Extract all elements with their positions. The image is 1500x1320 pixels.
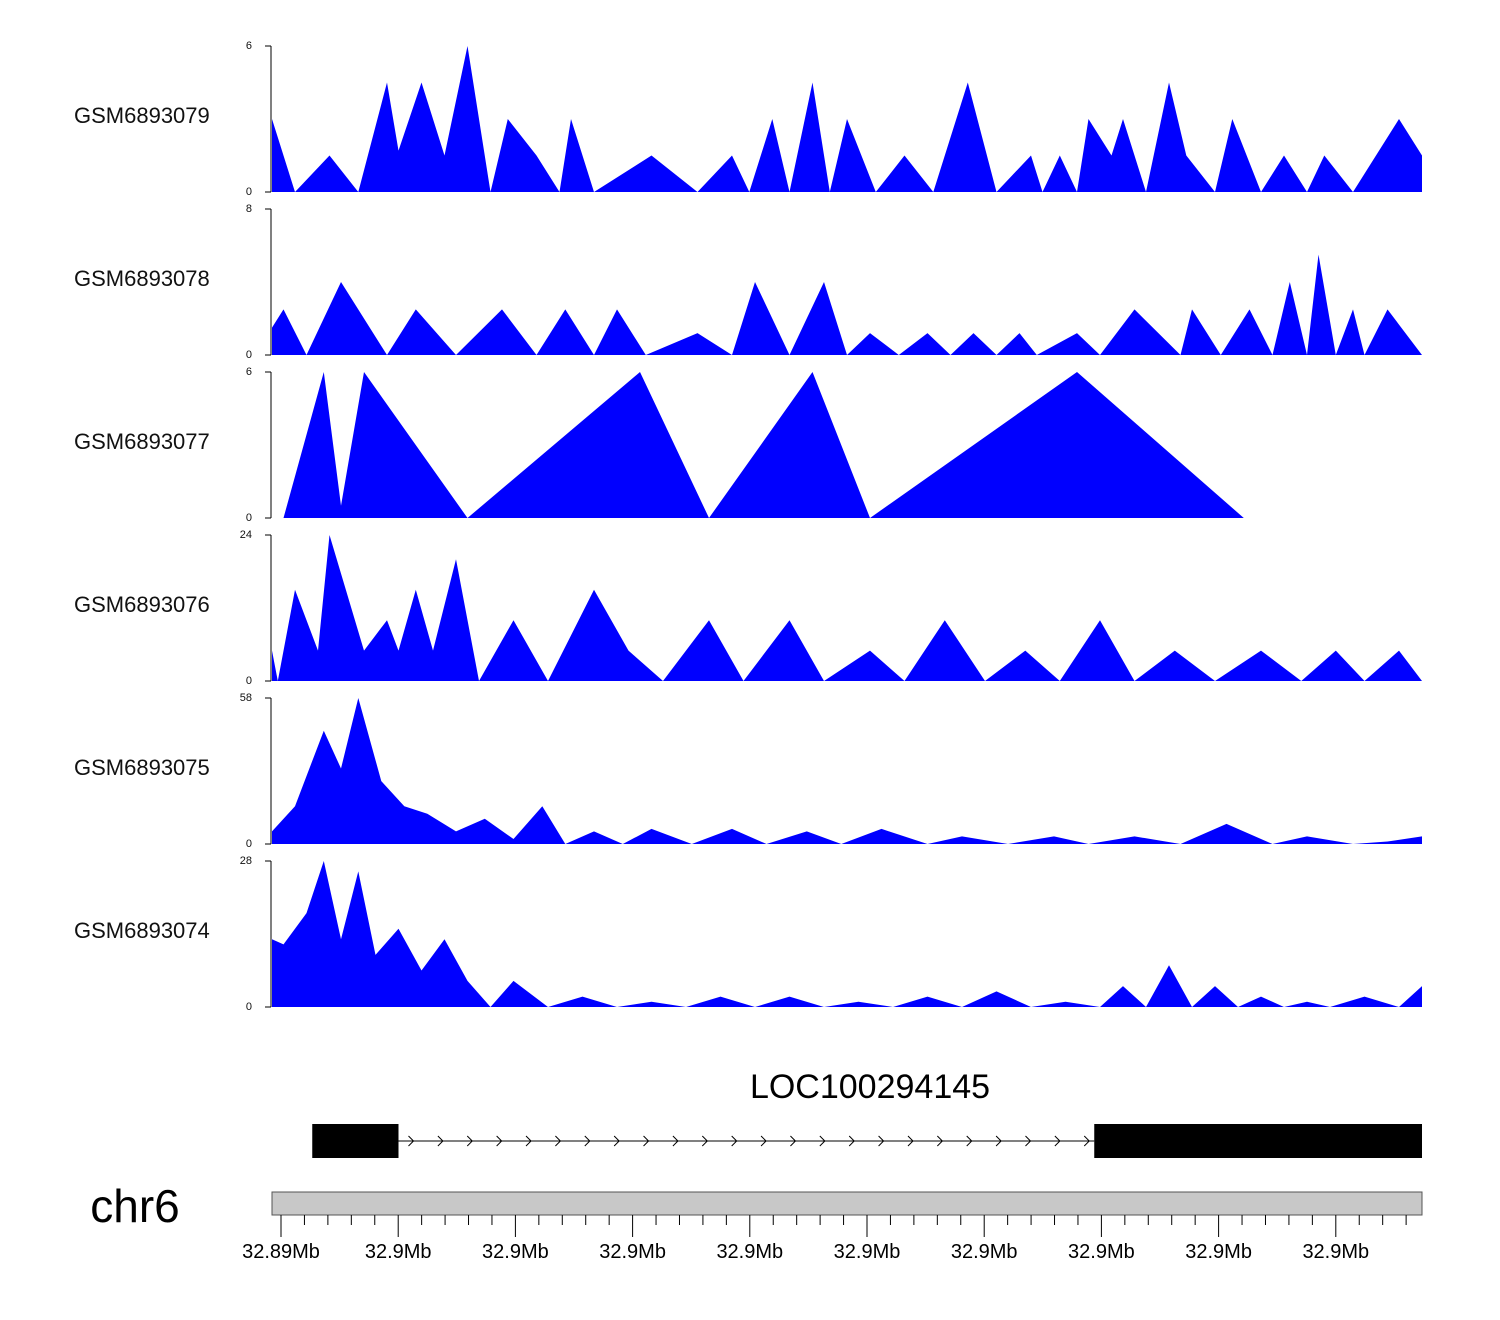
x-tick-label: 32.9Mb xyxy=(1068,1241,1135,1263)
y-tick-label-max: 24 xyxy=(240,529,252,541)
exon xyxy=(1094,1124,1422,1158)
strand-arrow xyxy=(1054,1135,1061,1147)
y-tick-label-max: 6 xyxy=(246,40,252,52)
track-GSM6893075: GSM6893075 58 0 xyxy=(74,692,1422,850)
track-label: GSM6893078 xyxy=(74,266,210,291)
coverage-tracks: GSM689307960GSM689307880GSM689307760GSM6… xyxy=(74,40,1422,1013)
track-GSM6893078: GSM6893078 8 0 xyxy=(74,203,1422,361)
x-tick-label: 32.9Mb xyxy=(1302,1241,1369,1263)
track-label: GSM6893076 xyxy=(74,592,210,617)
x-tick-label: 32.9Mb xyxy=(834,1241,901,1263)
coverage-area xyxy=(272,535,1422,681)
x-tick-label: 32.9Mb xyxy=(951,1241,1018,1263)
gene-model: LOC100294145 xyxy=(312,1068,1422,1158)
strand-arrow xyxy=(907,1135,914,1147)
track-GSM6893077: GSM6893077 6 0 xyxy=(74,366,1307,524)
track-label: GSM6893079 xyxy=(74,103,210,128)
coverage-area xyxy=(272,861,1422,1007)
strand-arrow xyxy=(525,1135,532,1147)
y-tick-label-min: 0 xyxy=(246,838,252,850)
strand-arrow xyxy=(760,1135,767,1147)
y-tick-label-max: 28 xyxy=(240,855,252,867)
exon xyxy=(312,1124,399,1158)
y-tick-label-min: 0 xyxy=(246,675,252,687)
chromosome-band xyxy=(271,1191,1423,1216)
strand-arrow xyxy=(613,1135,620,1147)
coverage-area xyxy=(272,254,1422,355)
gene-name: LOC100294145 xyxy=(750,1068,990,1106)
strand-arrow xyxy=(701,1135,709,1147)
strand-arrow xyxy=(819,1135,826,1147)
strand-arrow xyxy=(731,1135,738,1147)
coverage-area xyxy=(272,698,1422,844)
x-tick-label: 32.9Mb xyxy=(482,1241,549,1263)
y-tick-label-max: 58 xyxy=(240,692,252,704)
chromosome-axis: chr6 32.89Mb 32.9Mb 32.9Mb 32.9Mb 32.9Mb 32.9M… xyxy=(90,1180,1423,1263)
strand-arrow xyxy=(1083,1135,1090,1147)
strand-arrow xyxy=(584,1135,591,1147)
coverage-area xyxy=(283,372,1307,518)
track-label: GSM6893074 xyxy=(74,918,210,943)
y-tick-label-min: 0 xyxy=(246,512,252,524)
strand-arrow xyxy=(496,1135,503,1147)
x-tick-label: 32.9Mb xyxy=(716,1241,783,1263)
strand-arrow xyxy=(966,1135,973,1147)
x-tick-label: 32.9Mb xyxy=(365,1241,432,1263)
track-GSM6893076: GSM6893076 24 0 xyxy=(74,529,1422,687)
track-label: GSM6893075 xyxy=(74,755,210,780)
x-tick-label: 32.89Mb xyxy=(242,1241,320,1263)
x-tick-label: 32.9Mb xyxy=(1185,1241,1252,1263)
strand-arrow xyxy=(466,1135,473,1147)
y-tick-label-min: 0 xyxy=(246,186,252,198)
strand-arrow xyxy=(408,1135,415,1147)
y-tick-label-min: 0 xyxy=(246,349,252,361)
track-label: GSM6893077 xyxy=(74,429,210,454)
coverage-area xyxy=(272,46,1422,192)
strand-arrow xyxy=(1025,1135,1032,1147)
y-tick-label-max: 6 xyxy=(246,366,252,378)
strand-arrow xyxy=(878,1135,885,1147)
y-tick-label-max: 8 xyxy=(246,203,252,215)
x-tick-label: 32.9Mb xyxy=(599,1241,666,1263)
strand-arrow xyxy=(995,1135,1002,1147)
chromosome-label: chr6 xyxy=(90,1180,179,1232)
track-GSM6893074: GSM6893074 28 0 xyxy=(74,855,1422,1013)
strand-arrow xyxy=(643,1135,650,1147)
strand-arrow xyxy=(437,1135,444,1147)
strand-arrow xyxy=(790,1135,797,1147)
track-GSM6893079: GSM6893079 6 0 xyxy=(74,40,1422,198)
strand-arrow xyxy=(555,1135,562,1147)
strand-arrow xyxy=(936,1135,944,1147)
strand-arrow xyxy=(672,1135,679,1147)
y-tick-label-min: 0 xyxy=(246,1001,252,1013)
strand-arrow xyxy=(848,1135,855,1147)
